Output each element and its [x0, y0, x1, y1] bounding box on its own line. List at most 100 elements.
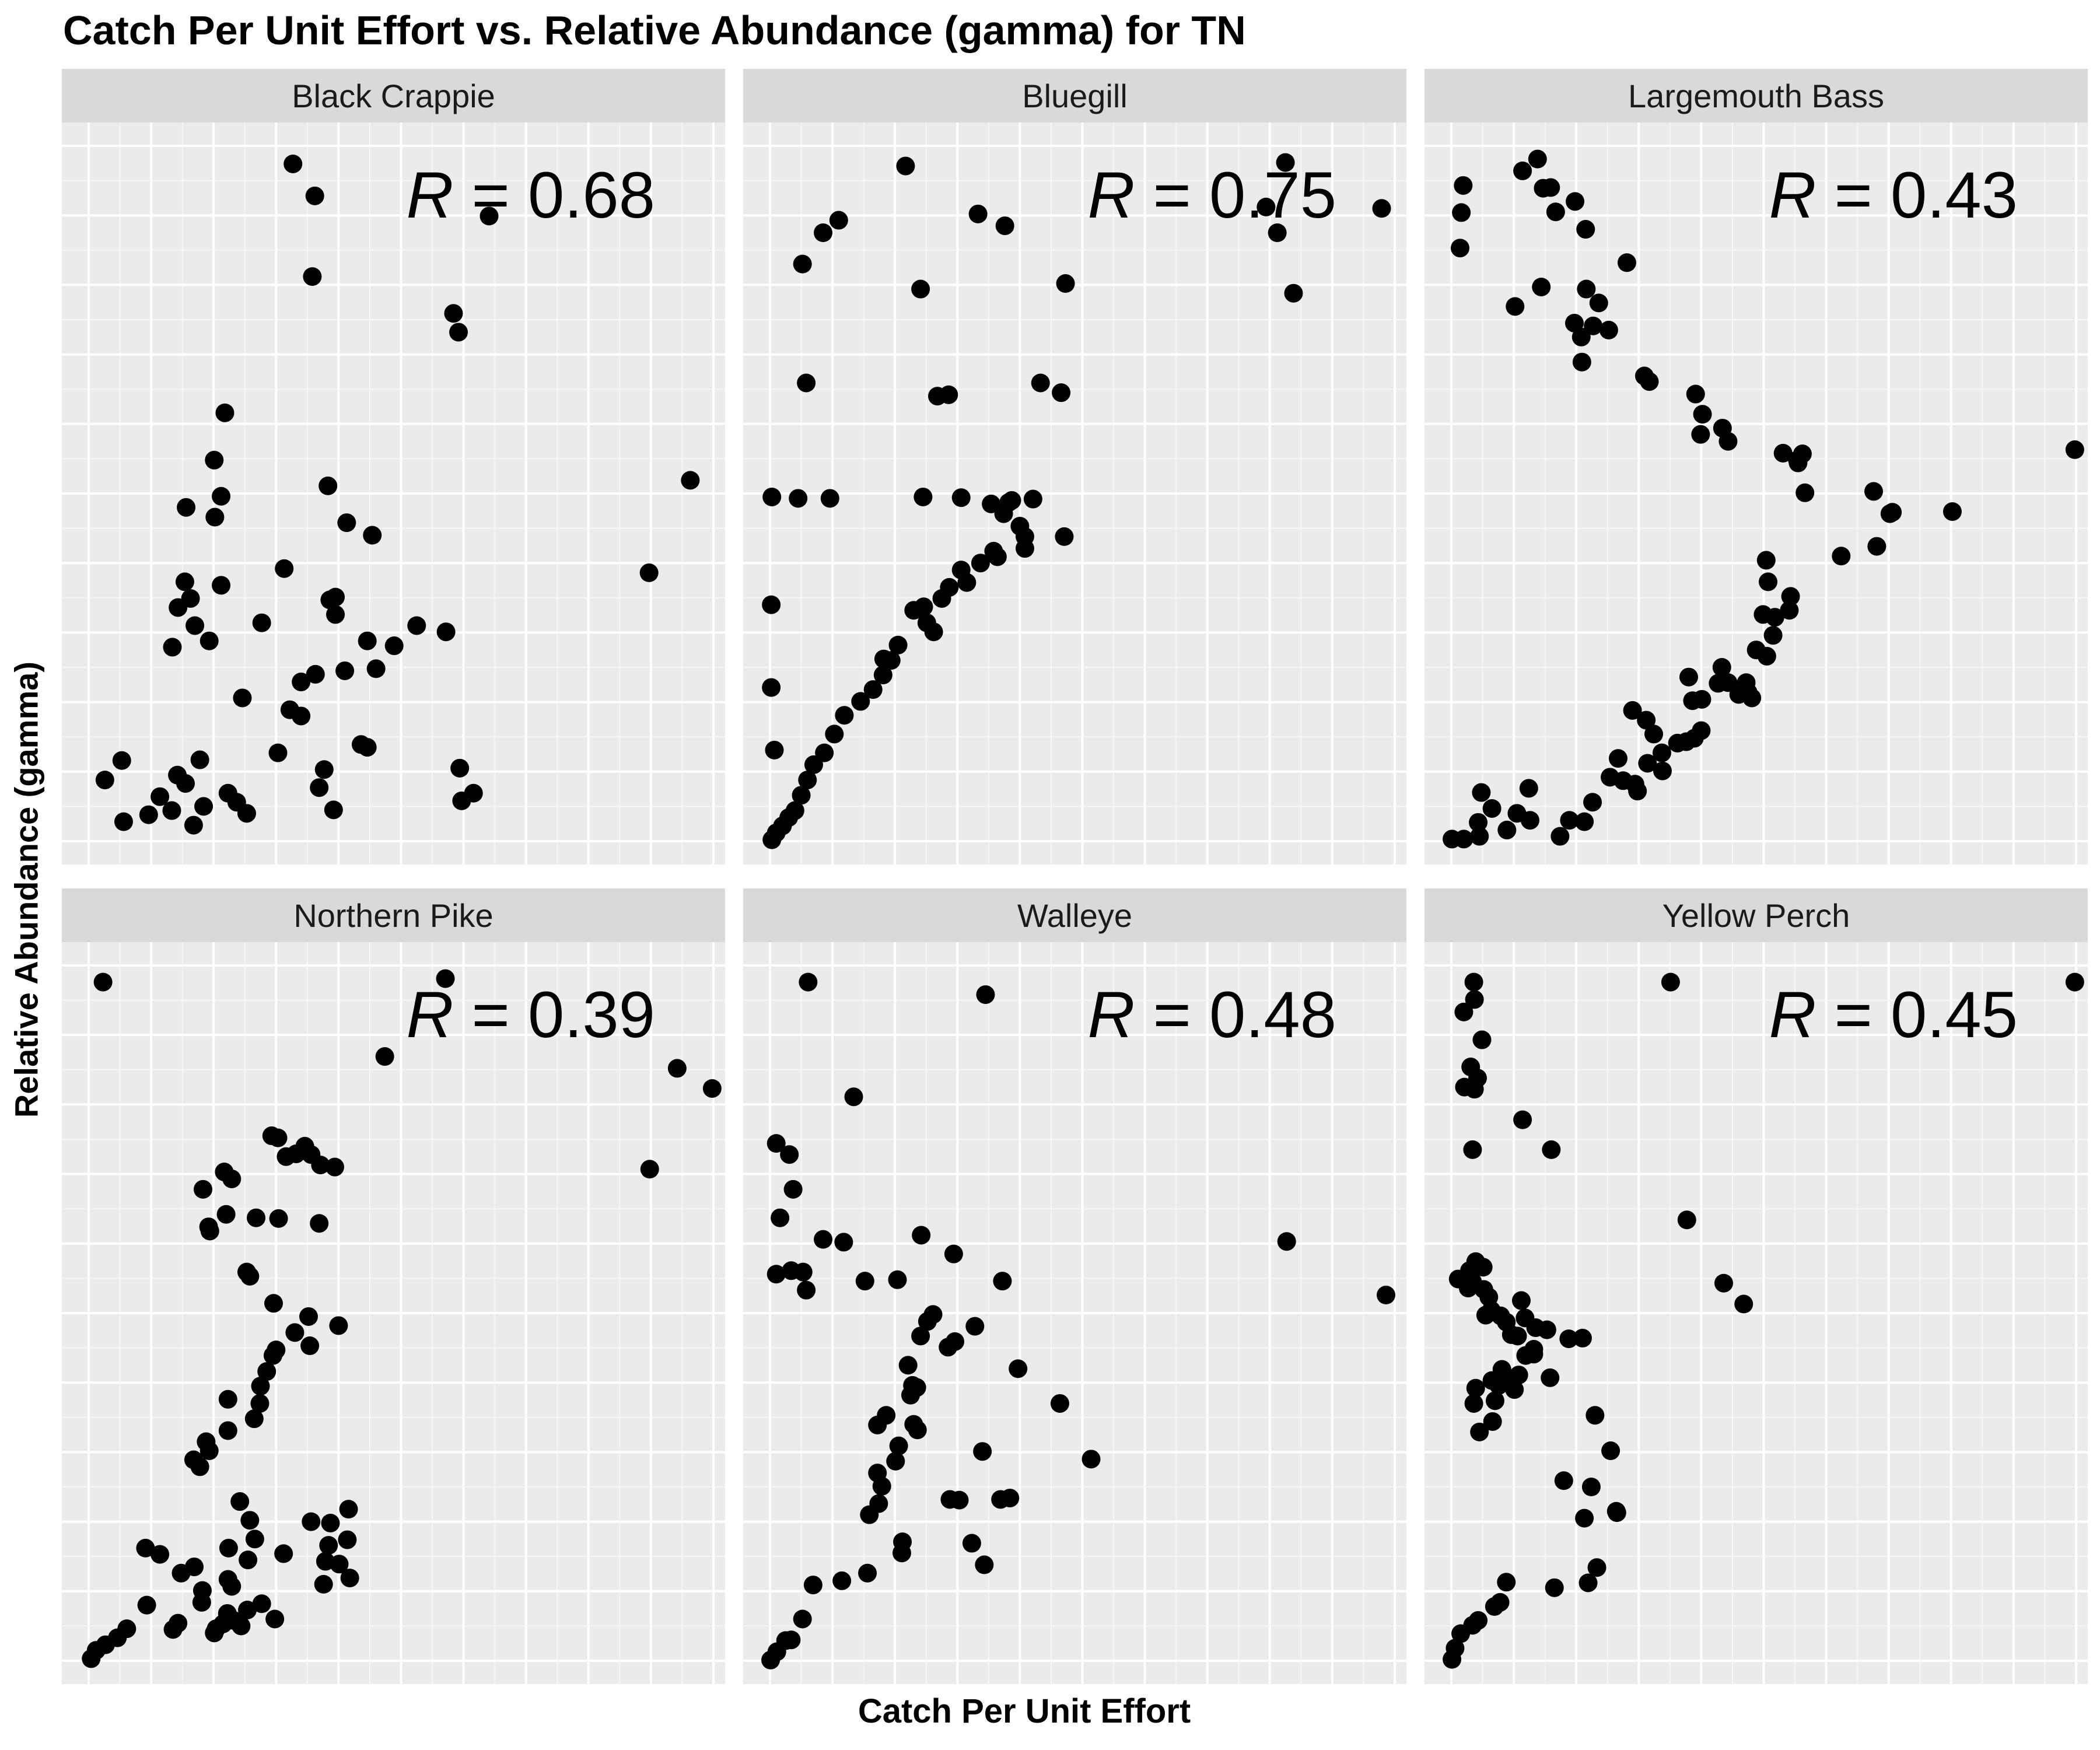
scatter-point [702, 1079, 722, 1098]
scatter-point [1638, 754, 1657, 773]
scatter-point [306, 664, 325, 684]
scatter-point [1541, 178, 1560, 197]
scatter-point [363, 526, 382, 545]
scatter-point [275, 559, 294, 578]
scatter-point [326, 605, 345, 624]
scatter-point [190, 750, 209, 769]
scatter-point [1443, 1650, 1462, 1669]
scatter-point [384, 636, 404, 656]
scatter-point [1464, 1394, 1483, 1413]
scatter-point [263, 1346, 282, 1365]
scatter-point [1737, 673, 1756, 692]
scatter-point [1661, 972, 1680, 992]
r-symbol: R [1769, 159, 1817, 232]
scatter-point [252, 1594, 271, 1614]
scatter-point [1712, 658, 1731, 677]
scatter-point [284, 154, 303, 173]
r-symbol: R [1087, 159, 1135, 232]
scatter-point [95, 771, 114, 790]
scatter-point [908, 1420, 927, 1440]
scatter-point [1578, 1573, 1598, 1592]
x-axis-label: Catch Per Unit Effort [858, 1692, 1191, 1730]
scatter-point [765, 740, 784, 760]
scatter-point [1677, 1210, 1696, 1230]
scatter-point [1545, 1578, 1564, 1597]
scatter-point [639, 563, 659, 582]
scatter-point [904, 601, 923, 620]
scatter-point [797, 373, 816, 393]
scatter-point [169, 598, 188, 617]
scatter-point [329, 1316, 348, 1335]
scatter-point [325, 1157, 344, 1177]
scatter-point [1031, 373, 1050, 393]
scatter-point [245, 1530, 264, 1549]
scatter-point [1601, 768, 1620, 787]
scatter-point [200, 1441, 219, 1461]
scatter-point [793, 1609, 812, 1629]
chart-title: Catch Per Unit Effort vs. Relative Abund… [63, 8, 1246, 53]
scatter-point [918, 1312, 937, 1331]
scatter-point [1472, 783, 1491, 802]
scatter-point [1623, 701, 1642, 720]
scatter-point [450, 758, 470, 778]
scatter-point [1511, 1291, 1531, 1310]
scatter-point [1277, 1232, 1296, 1251]
scatter-point [1573, 1328, 1592, 1348]
scatter-point [1577, 279, 1596, 299]
scatter-point [1256, 197, 1276, 216]
scatter-point [1606, 1502, 1626, 1521]
scatter-point [237, 804, 256, 823]
scatter-point [1640, 372, 1659, 391]
scatter-point [114, 812, 133, 831]
scatter-point [1943, 502, 1962, 521]
scatter-point [257, 1362, 276, 1381]
facet-panel-walleye: Walleye R = 0.48 [743, 888, 1406, 1684]
scatter-point [1452, 203, 1471, 222]
scatter-point [320, 590, 340, 610]
scatter-point [218, 1390, 237, 1409]
scatter-point [1756, 551, 1776, 570]
scatter-point [1576, 220, 1595, 239]
scatter-point [324, 800, 343, 820]
scatter-point [1763, 626, 1783, 645]
scatter-point [268, 1128, 288, 1147]
scatter-point [1686, 384, 1705, 404]
scatter-point [1692, 721, 1711, 740]
scatter-point [193, 1180, 212, 1199]
scatter-point [892, 1544, 911, 1563]
scatter-point [799, 972, 818, 992]
scatter-point [914, 487, 933, 506]
scatter-point [1489, 1376, 1508, 1395]
plot-area: R = 0.68 [62, 123, 725, 864]
scatter-point [814, 223, 833, 242]
scatter-point [302, 1512, 321, 1531]
facet-strip: Northern Pike [62, 888, 725, 942]
scatter-point [762, 595, 781, 614]
scatter-point [177, 498, 196, 517]
scatter-point [338, 1530, 357, 1549]
correlation-label: R = 0.39 [406, 977, 655, 1052]
scatter-point [1796, 483, 1815, 502]
scatter-point [896, 156, 915, 176]
scatter-point [944, 1244, 963, 1264]
r-symbol: R [406, 159, 454, 232]
scatter-point [834, 1233, 853, 1252]
scatter-point [1463, 1140, 1482, 1159]
scatter-point [783, 1180, 803, 1199]
scatter-point [1765, 608, 1784, 627]
scatter-point [1509, 1366, 1528, 1385]
scatter-point [269, 1209, 288, 1228]
scatter-point [766, 1265, 786, 1284]
scatter-point [252, 613, 271, 632]
scatter-point [1513, 1110, 1532, 1129]
scatter-point [240, 1511, 260, 1530]
facet-strip: Largemouth Bass [1424, 69, 2088, 123]
scatter-point [962, 1534, 981, 1553]
scatter-point [858, 1563, 877, 1583]
scatter-point [190, 1457, 209, 1476]
scatter-point [233, 688, 252, 708]
scatter-point [951, 488, 971, 508]
scatter-point [1718, 432, 1738, 451]
scatter-point [681, 471, 700, 490]
scatter-point [192, 1592, 211, 1612]
